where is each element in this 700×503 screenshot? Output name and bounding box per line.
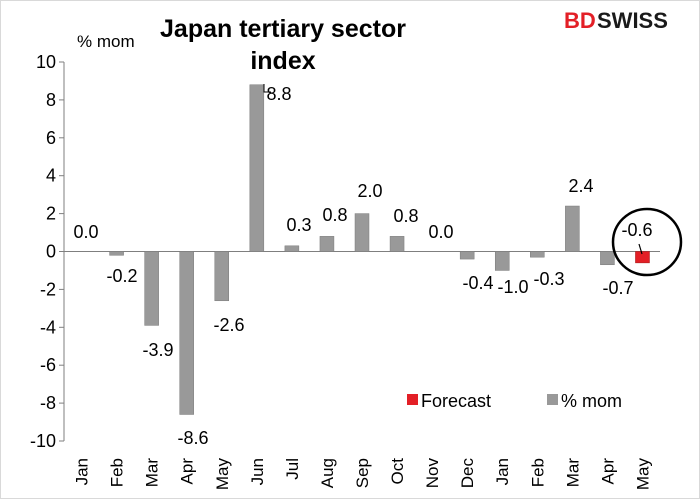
x-tick-label: Jan (73, 458, 92, 485)
data-label: -1.0 (497, 277, 528, 297)
data-label: 0.0 (428, 222, 453, 242)
data-bar (144, 251, 159, 326)
y-tick-label: 10 (36, 52, 56, 72)
data-label: 2.4 (568, 176, 593, 196)
y-tick-label: -10 (30, 431, 56, 451)
leader-line-may (638, 243, 643, 255)
x-tick-label: Feb (528, 458, 547, 487)
data-bar (179, 251, 194, 415)
y-tick-label: 4 (46, 166, 56, 186)
legend-label: % mom (561, 391, 622, 411)
y-tick-label: -8 (40, 393, 56, 413)
x-tick-label: Jun (248, 458, 267, 485)
y-tick-label: -2 (40, 279, 56, 299)
x-tick-label: Jul (283, 458, 302, 480)
x-tick-label: Oct (388, 458, 407, 485)
data-bar (565, 205, 580, 252)
chart-title-line-1: Japan tertiary sector (160, 15, 406, 43)
data-bar (459, 251, 475, 260)
y-tick-label: 8 (46, 90, 56, 110)
data-label: 2.0 (357, 181, 382, 201)
data-bar (354, 213, 370, 252)
data-label: -0.2 (106, 266, 137, 286)
brand-logo: BD SWISS (564, 8, 668, 33)
data-label: 0.8 (393, 206, 418, 226)
y-tick-label: -4 (40, 317, 56, 337)
data-label: -8.6 (177, 428, 208, 448)
legend-swatch (547, 394, 558, 405)
x-tick-label: Apr (178, 458, 197, 485)
data-label: 0.8 (322, 205, 347, 225)
x-tick-label: Sep (353, 458, 372, 488)
x-tick-label: Mar (143, 458, 162, 488)
x-tick-label: Apr (598, 458, 617, 485)
brand-logo-bd: BD (564, 8, 596, 33)
data-label: -2.6 (213, 315, 244, 335)
forecast-bar (635, 251, 650, 264)
y-tick-label: -6 (40, 355, 56, 375)
data-bar (284, 245, 300, 252)
data-bar (249, 84, 265, 252)
data-bar (109, 251, 124, 256)
y-tick-label: 2 (46, 204, 56, 224)
data-label: -0.4 (462, 273, 493, 293)
plot-area: 10 8 6 4 2 0 -2 -4 -6 -8 -10 0.0 -0.2 -3.9 -8.6 -2.6 8.8… (30, 52, 683, 491)
y-tick-label: 6 (46, 128, 56, 148)
y-tick-label: 0 (46, 242, 56, 262)
x-tick-label: Jan (493, 458, 512, 485)
x-tick-label: Dec (458, 458, 477, 489)
data-label: 0.3 (286, 215, 311, 235)
x-tick-label: Mar (563, 458, 582, 488)
x-tick-label: Feb (108, 458, 127, 487)
x-tick-label: Aug (318, 458, 337, 488)
x-tick-label: May (633, 458, 652, 491)
chart-title-line-2: index (250, 47, 315, 75)
y-axis-unit-label: % mom (77, 32, 135, 51)
data-label: -0.3 (533, 269, 564, 289)
data-label: 8.8 (266, 84, 291, 104)
data-bar (389, 236, 405, 252)
brand-logo-swiss: SWISS (597, 8, 668, 33)
legend-label: Forecast (421, 391, 491, 411)
data-bar (530, 251, 545, 258)
data-label: -0.6 (621, 220, 652, 240)
legend-swatch (407, 394, 418, 405)
data-label: -0.7 (602, 278, 633, 298)
data-label: -3.9 (142, 340, 173, 360)
x-tick-label: Nov (423, 458, 442, 489)
data-bar (494, 251, 510, 271)
data-bar (600, 251, 615, 266)
leader-line-jun (263, 84, 271, 93)
data-bar (214, 251, 230, 302)
data-bar (319, 236, 335, 252)
x-tick-label: May (213, 458, 232, 491)
annotation-circle (611, 207, 683, 277)
data-label: 0.0 (73, 222, 98, 242)
